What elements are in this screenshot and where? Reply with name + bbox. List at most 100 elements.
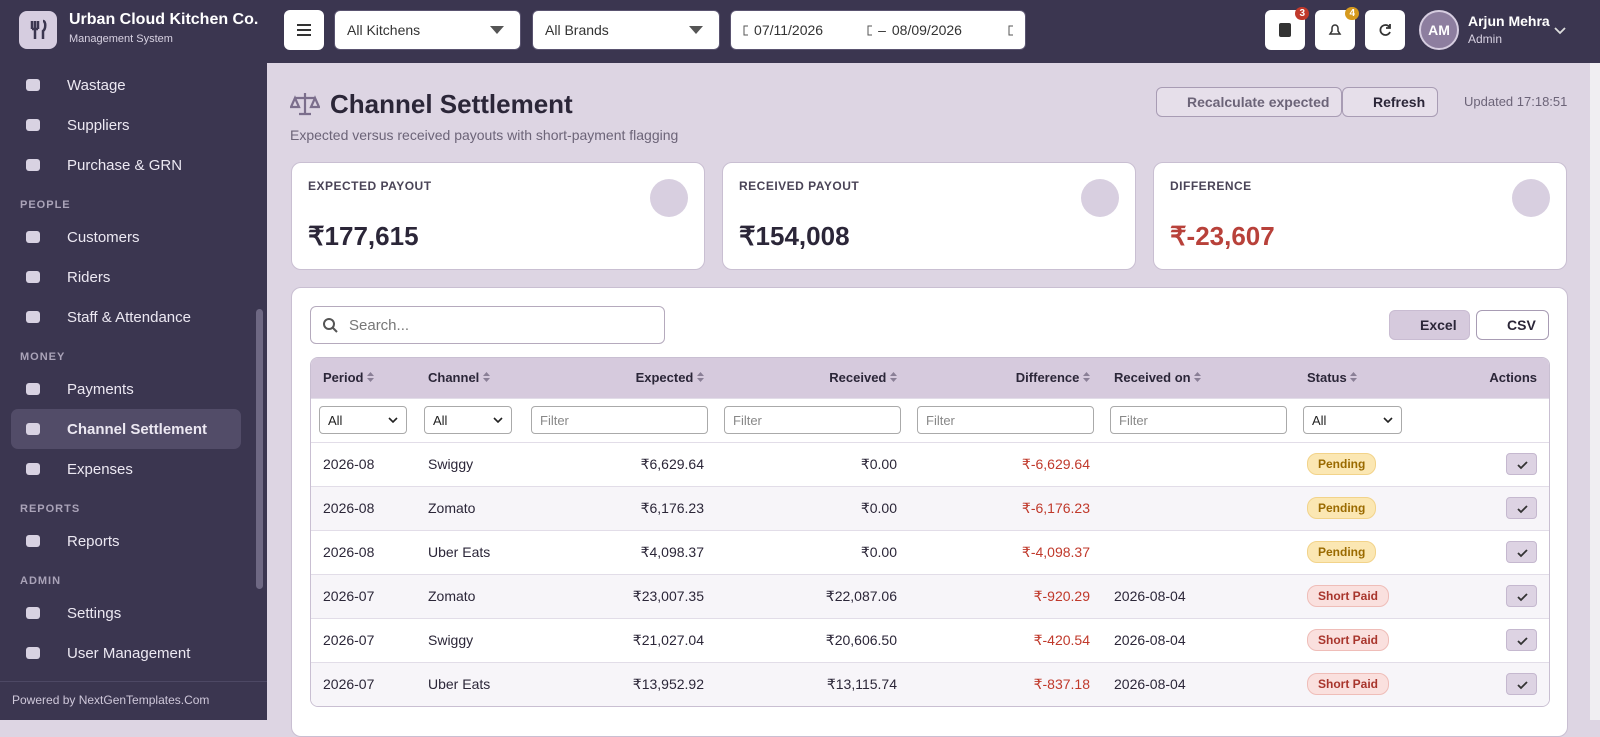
notifications-badge: 4 — [1345, 7, 1359, 20]
cell-text: ₹-6,176.23 — [1021, 499, 1090, 516]
date-from: 07/11/2026 — [754, 22, 824, 38]
confirm-button[interactable] — [1506, 673, 1537, 696]
actions-cell — [1415, 617, 1549, 662]
cell: ₹0.00 — [716, 441, 909, 486]
card-label: RECEIVED PAYOUT — [739, 179, 860, 193]
nav-item[interactable]: Suppliers — [11, 105, 241, 145]
nav-item[interactable]: Reports — [11, 521, 241, 561]
menu-toggle[interactable] — [284, 10, 324, 50]
filter-text: Filter — [733, 412, 762, 428]
nav-item[interactable]: Wastage — [11, 65, 241, 105]
confirm-button[interactable] — [1506, 585, 1537, 607]
filter-select[interactable]: All — [319, 406, 407, 434]
cell: 2026-08-04 — [1102, 661, 1295, 706]
nav-label: Reports — [67, 532, 120, 550]
refresh-page-button[interactable]: Refresh — [1342, 87, 1439, 117]
main-scrollbar — [1590, 63, 1600, 720]
nav-item[interactable]: Payments — [11, 369, 241, 409]
cell-text: ₹23,007.35 — [632, 587, 704, 604]
select-caret — [388, 417, 398, 423]
nav-item[interactable]: Riders — [11, 257, 241, 297]
filter-select[interactable]: All — [1303, 406, 1402, 434]
nav-item[interactable]: Settings — [11, 593, 241, 633]
column-header[interactable]: Actions — [1415, 358, 1549, 398]
excel-button[interactable]: Excel — [1389, 310, 1470, 340]
filter-cell — [1415, 397, 1549, 442]
card-value: ₹177,615 — [308, 221, 419, 251]
status-cell: Pending — [1295, 485, 1415, 530]
confirm-button[interactable] — [1506, 453, 1537, 475]
filter-input[interactable]: Filter — [917, 406, 1094, 434]
column-header[interactable]: Expected — [523, 358, 716, 398]
cell: ₹-6,176.23 — [909, 485, 1102, 530]
cell: ₹-920.29 — [909, 573, 1102, 618]
cell-text: ₹-420.54 — [1033, 631, 1090, 648]
column-header[interactable]: Channel — [416, 358, 523, 398]
nav-item[interactable]: Staff & Attendance — [11, 297, 241, 337]
filter-input[interactable]: Filter — [724, 406, 901, 434]
column-header[interactable]: Difference — [909, 358, 1102, 398]
cell-text: Zomato — [428, 588, 476, 604]
cell-text: Uber Eats — [428, 676, 491, 693]
user-name: Arjun Mehra — [1468, 13, 1550, 29]
nav-item[interactable]: Channel Settlement — [11, 409, 241, 449]
refresh-button[interactable] — [1365, 10, 1405, 50]
check-icon — [1517, 681, 1528, 690]
column-header[interactable]: Period — [311, 358, 416, 398]
updated-text: Updated 17:18:51 — [1464, 94, 1568, 109]
nav-label: Customers — [67, 228, 140, 246]
nav-section: MONEY — [20, 351, 66, 363]
cell: 2026-08-04 — [1102, 573, 1295, 618]
nav-label: Staff & Attendance — [67, 308, 191, 326]
filter-select[interactable]: All — [424, 406, 512, 434]
cell: Uber Eats — [416, 661, 523, 706]
nav-item[interactable]: Purchase & GRN — [11, 145, 241, 185]
nav-item[interactable]: Customers — [11, 217, 241, 257]
csv-button[interactable]: CSV — [1476, 310, 1549, 340]
cell — [1102, 529, 1295, 574]
cell-text: Swiggy — [428, 632, 474, 648]
status-cell: Short Paid — [1295, 661, 1415, 706]
brand-select[interactable]: All Brands — [532, 10, 720, 50]
cell: 2026-08 — [311, 529, 416, 574]
confirm-button[interactable] — [1506, 629, 1537, 651]
updated-time: Updated 17:18:51 — [1446, 94, 1567, 109]
card-value: ₹154,008 — [739, 221, 850, 251]
filter-cell: All — [311, 397, 416, 442]
column-header[interactable]: Received — [716, 358, 909, 398]
cell-text: Zomato — [428, 500, 476, 516]
cell-text: ₹6,629.64 — [640, 455, 704, 472]
date-range[interactable]: 07/11/2026 – 08/09/2026 — [730, 10, 1026, 50]
nav-item[interactable]: Expenses — [11, 449, 241, 489]
actions-cell — [1415, 573, 1549, 618]
cell: ₹23,007.35 — [523, 573, 716, 618]
table-row: 2026-08 Uber Eats ₹4,098.37 ₹0.00 ₹-4,098.37… — [311, 529, 1549, 574]
table-row: 2026-07 Uber Eats ₹13,952.92 ₹13,115.74 ₹-83… — [311, 661, 1549, 706]
cell: ₹6,629.64 — [523, 441, 716, 486]
cell-text: ₹22,087.06 — [825, 587, 897, 604]
brand-tagline: Management System — [69, 33, 173, 45]
cell-text: ₹6,176.23 — [640, 499, 704, 516]
column-header[interactable]: Received on — [1102, 358, 1295, 398]
column-header[interactable]: Status — [1295, 358, 1415, 398]
search-input[interactable]: Search... — [310, 306, 665, 344]
nav-item[interactable]: User Management — [11, 633, 241, 673]
nav-label: Payments — [67, 380, 134, 398]
confirm-button[interactable] — [1506, 497, 1537, 519]
cell-text: ₹0.00 — [860, 499, 897, 516]
filter-input[interactable]: Filter — [531, 406, 708, 434]
cell-text: ₹13,952.92 — [632, 675, 704, 692]
confirm-button[interactable] — [1506, 541, 1537, 563]
cell: ₹4,098.37 — [523, 529, 716, 574]
notifications-button[interactable]: 4 — [1315, 7, 1359, 50]
recalculate-button[interactable]: Recalculate expected — [1156, 87, 1343, 117]
card-icon — [650, 179, 688, 217]
avatar[interactable]: AM — [1419, 10, 1459, 50]
filter-cell: Filter — [909, 397, 1102, 442]
kitchen-select[interactable]: All Kitchens — [334, 10, 521, 50]
card-icon — [1081, 179, 1119, 217]
filter-input[interactable]: Filter — [1110, 406, 1287, 434]
refresh-label: Refresh — [1373, 94, 1426, 110]
orders-button[interactable]: 3 — [1265, 7, 1309, 50]
